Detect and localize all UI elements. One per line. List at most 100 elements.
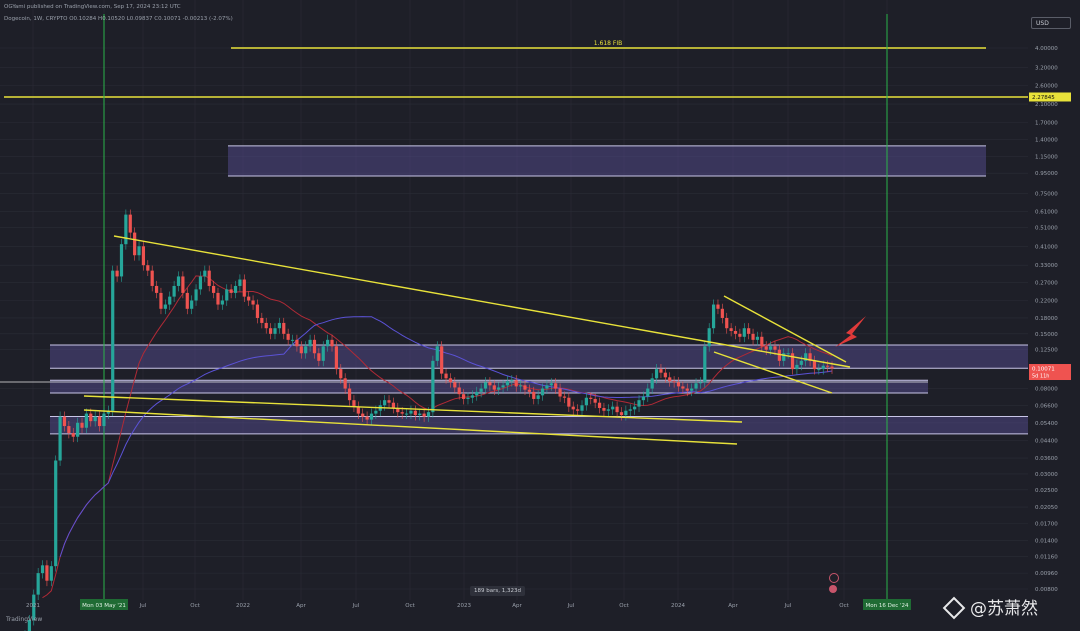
- time-tick-label: 2021: [26, 603, 40, 609]
- time-tick-label: Jul: [567, 603, 575, 609]
- candle: [549, 383, 553, 386]
- candle: [540, 388, 545, 396]
- candle: [383, 400, 387, 406]
- time-tick-label: Jul: [139, 603, 147, 609]
- candle: [106, 410, 110, 414]
- candle: [650, 378, 654, 389]
- candle: [615, 406, 619, 413]
- candle: [198, 276, 203, 290]
- candle: [347, 388, 352, 401]
- candle: [804, 353, 808, 361]
- candle: [747, 328, 751, 334]
- candle: [475, 391, 479, 396]
- candle: [238, 279, 242, 286]
- candle: [685, 388, 689, 391]
- time-tick-label: Apr: [728, 603, 738, 609]
- candle: [707, 328, 711, 347]
- candle: [619, 412, 624, 416]
- zone-box: [50, 344, 1028, 369]
- candle: [400, 412, 404, 414]
- candle: [527, 389, 531, 392]
- candle: [32, 594, 36, 621]
- price-tick-label: 1.15000: [1035, 155, 1058, 161]
- candle: [264, 322, 268, 329]
- price-tag-bg: [1029, 364, 1071, 381]
- candle: [576, 409, 580, 411]
- candle: [659, 369, 663, 373]
- watermark-label: @苏萧然: [970, 599, 1038, 619]
- candle: [255, 304, 260, 318]
- price-tick-label: 0.12500: [1035, 348, 1058, 354]
- candle: [479, 388, 483, 392]
- candle: [352, 400, 356, 407]
- candle: [457, 387, 461, 395]
- candle: [356, 406, 360, 414]
- candle: [799, 360, 803, 365]
- candle: [326, 339, 330, 347]
- price-tick-label: 0.06600: [1035, 403, 1058, 409]
- tradingview-logo: TradingView: [6, 616, 42, 623]
- ma-red-line: [42, 275, 833, 599]
- time-tick-label: Apr: [512, 603, 522, 609]
- candle: [365, 416, 369, 420]
- candle: [282, 322, 286, 334]
- price-tick-label: 0.04400: [1035, 439, 1058, 445]
- candle: [413, 410, 417, 416]
- candle: [146, 265, 150, 271]
- candle: [532, 391, 536, 399]
- moving-averages: [42, 275, 833, 599]
- candle: [62, 416, 67, 427]
- candle: [45, 565, 49, 581]
- price-tick-label: 2.60000: [1035, 84, 1058, 90]
- candle: [97, 416, 102, 427]
- price-tick-label: 0.05400: [1035, 421, 1058, 427]
- candle: [698, 382, 703, 384]
- candle: [453, 382, 457, 388]
- price-tick-label: 0.18000: [1035, 316, 1058, 322]
- candle: [260, 317, 264, 323]
- currency-selector[interactable]: USD: [1031, 17, 1071, 29]
- candle: [27, 620, 31, 631]
- price-tick-label: 0.08000: [1035, 387, 1058, 393]
- bolt-icon[interactable]: [829, 573, 839, 583]
- candle: [321, 346, 325, 361]
- candle: [690, 388, 694, 391]
- ma-blue-line: [59, 316, 833, 558]
- red-arrow-icon: [835, 316, 866, 347]
- candle: [369, 413, 374, 420]
- candle: [663, 372, 667, 378]
- candle: [817, 369, 821, 371]
- time-tick-label: Mon 16 Dec '24: [866, 603, 909, 609]
- price-axis[interactable]: 4.00000 3.20000 2.60000 2.10000 1.70000 1.400…: [1035, 46, 1058, 593]
- candle: [558, 388, 562, 397]
- candle: [299, 346, 303, 354]
- candle: [176, 276, 181, 286]
- candle: [111, 270, 115, 411]
- price-tick-label: 0.15000: [1035, 332, 1058, 338]
- trendline: [83, 395, 743, 423]
- time-axis[interactable]: 2021 Mon 03 May '21 Jul Oct 2022 Apr Jul Oct 202…: [26, 599, 911, 610]
- flag-icon[interactable]: [829, 585, 837, 593]
- candle: [597, 402, 602, 408]
- price-tick-label: 0.33000: [1035, 263, 1058, 269]
- candle: [312, 339, 317, 354]
- candle: [194, 289, 198, 301]
- candle: [84, 413, 89, 428]
- time-tick-label: Apr: [296, 603, 306, 609]
- candle: [567, 397, 571, 407]
- candle: [461, 394, 466, 399]
- time-tick-label: Oct: [190, 603, 200, 609]
- candle: [440, 346, 444, 374]
- candle: [242, 279, 246, 297]
- zone-box: [50, 416, 1028, 434]
- candle: [711, 304, 716, 329]
- candle: [602, 407, 606, 411]
- candle: [716, 304, 720, 309]
- candle: [777, 349, 781, 361]
- candle: [510, 380, 514, 382]
- candle: [211, 285, 216, 293]
- price-tick-label: 0.02050: [1035, 505, 1058, 511]
- candle: [124, 214, 128, 245]
